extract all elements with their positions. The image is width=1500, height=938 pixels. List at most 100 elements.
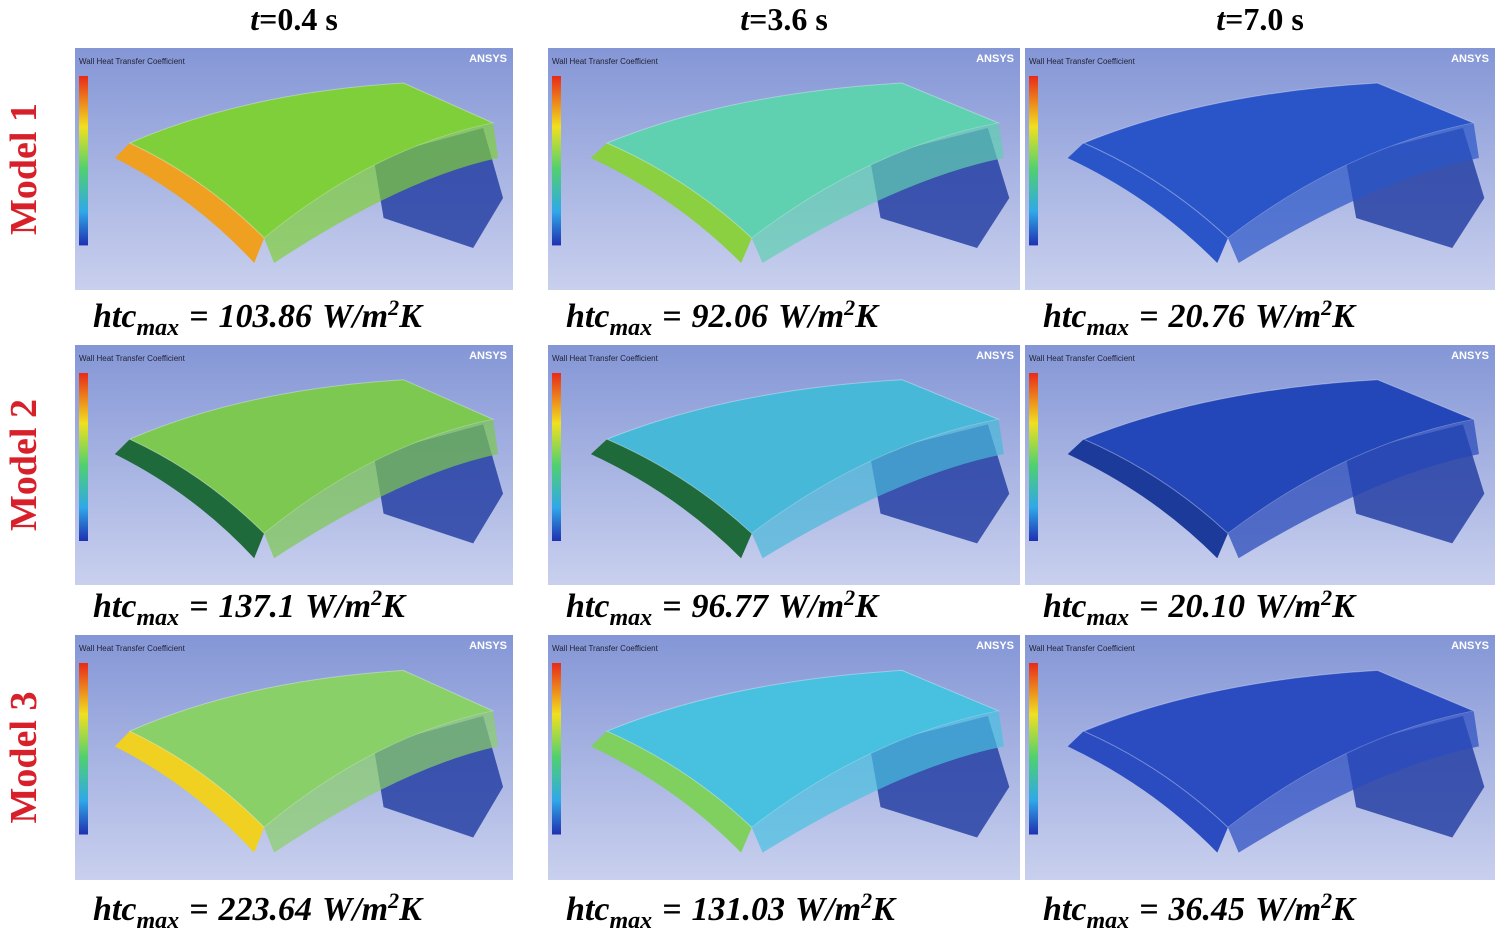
legend-title: Wall Heat Transfer Coefficient xyxy=(552,644,659,653)
unit-end: K xyxy=(398,891,424,928)
unit-end: K xyxy=(1331,588,1357,625)
htc-value: 92.06 xyxy=(692,298,769,335)
brand: ANSYS xyxy=(1451,640,1489,652)
htc-label: htcmax = 96.77 W/m2K xyxy=(566,585,880,631)
symbol: htc xyxy=(1043,891,1086,928)
time-value: =0.4 s xyxy=(259,1,338,37)
column-header: t=0.4 s xyxy=(250,1,338,37)
row-label: Model 1 xyxy=(3,103,45,235)
simulation-panel: Wall Heat Transfer Coefficient ANSYS xyxy=(1025,345,1495,585)
equals: = xyxy=(1139,891,1158,928)
brand: ANSYS xyxy=(469,640,507,652)
row-label: Model 3 xyxy=(3,692,45,824)
htc-label: htcmax = 131.03 W/m2K xyxy=(566,888,897,934)
front-face xyxy=(590,439,752,559)
htc-value: 20.10 xyxy=(1168,588,1246,625)
htc-value: 223.64 xyxy=(218,891,313,928)
front-face xyxy=(1067,143,1228,263)
front-face xyxy=(590,731,752,853)
unit-end: K xyxy=(854,298,880,335)
unit: W/m xyxy=(778,298,844,335)
time-variable: t xyxy=(1216,1,1226,37)
symbol: htc xyxy=(1043,298,1086,335)
unit-end: K xyxy=(381,588,407,625)
side-face xyxy=(751,123,1004,263)
side-face xyxy=(751,710,1004,853)
unit-superscript: 2 xyxy=(843,295,855,320)
simulation-panel: Wall Heat Transfer Coefficient ANSYS xyxy=(1025,48,1495,290)
htc-value: 137.1 xyxy=(219,588,296,625)
color-bar xyxy=(79,663,88,835)
color-bar xyxy=(552,76,561,246)
row-label: Model 2 xyxy=(3,399,45,531)
color-bar xyxy=(79,373,88,541)
htc-value: 103.86 xyxy=(219,298,313,335)
unit-superscript: 2 xyxy=(370,585,382,610)
simulation-panel: Wall Heat Transfer Coefficient ANSYS xyxy=(75,345,513,585)
equals: = xyxy=(189,588,208,625)
legend-title: Wall Heat Transfer Coefficient xyxy=(1029,644,1136,653)
htc-label: htcmax = 223.64 W/m2K xyxy=(93,888,424,934)
front-face xyxy=(590,143,752,263)
legend-title: Wall Heat Transfer Coefficient xyxy=(552,354,659,363)
htc-label: htcmax = 92.06 W/m2K xyxy=(566,295,880,341)
side-face xyxy=(1227,123,1479,263)
brand: ANSYS xyxy=(976,640,1014,652)
symbol-subscript: max xyxy=(609,605,652,631)
time-variable: t xyxy=(250,1,260,37)
unit-end: K xyxy=(1331,298,1357,335)
simulation-panel: Wall Heat Transfer Coefficient ANSYS xyxy=(548,48,1020,290)
unit: W/m xyxy=(1255,298,1321,335)
equals: = xyxy=(189,298,208,335)
unit-superscript: 2 xyxy=(860,888,872,913)
front-face xyxy=(1067,439,1228,559)
color-bar xyxy=(1029,663,1038,835)
brand: ANSYS xyxy=(469,53,507,65)
side-face xyxy=(751,419,1004,559)
unit: W/m xyxy=(322,891,388,928)
equals: = xyxy=(662,891,681,928)
htc-value: 20.76 xyxy=(1168,298,1246,335)
front-face xyxy=(114,143,265,263)
color-bar xyxy=(552,373,561,541)
equals: = xyxy=(1139,298,1158,335)
simulation-panel: Wall Heat Transfer Coefficient ANSYS xyxy=(548,635,1020,880)
symbol-subscript: max xyxy=(1086,908,1129,934)
htc-label: htcmax = 103.86 W/m2K xyxy=(93,295,424,341)
symbol: htc xyxy=(93,588,136,625)
unit-end: K xyxy=(871,891,897,928)
symbol-subscript: max xyxy=(136,315,179,341)
equals: = xyxy=(189,891,208,928)
equals: = xyxy=(662,588,681,625)
symbol: htc xyxy=(1043,588,1086,625)
color-bar xyxy=(79,76,88,246)
side-face xyxy=(1227,710,1479,853)
equals: = xyxy=(1139,588,1158,625)
legend-title: Wall Heat Transfer Coefficient xyxy=(79,354,186,363)
simulation-panel: Wall Heat Transfer Coefficient ANSYS xyxy=(75,635,513,880)
side-face xyxy=(264,710,499,853)
legend-title: Wall Heat Transfer Coefficient xyxy=(1029,354,1136,363)
time-variable: t xyxy=(740,1,750,37)
htc-label: htcmax = 137.1 W/m2K xyxy=(93,585,407,631)
symbol: htc xyxy=(93,891,136,928)
unit: W/m xyxy=(1255,891,1321,928)
color-bar xyxy=(1029,373,1038,541)
symbol-subscript: max xyxy=(609,315,652,341)
brand: ANSYS xyxy=(1451,350,1489,362)
symbol-subscript: max xyxy=(609,908,652,934)
brand: ANSYS xyxy=(1451,53,1489,65)
htc-label: htcmax = 20.76 W/m2K xyxy=(1043,295,1357,341)
column-header: t=3.6 s xyxy=(740,1,828,37)
symbol: htc xyxy=(566,891,609,928)
symbol-subscript: max xyxy=(136,605,179,631)
unit-superscript: 2 xyxy=(843,585,855,610)
symbol: htc xyxy=(566,588,609,625)
unit-superscript: 2 xyxy=(1320,295,1332,320)
color-bar xyxy=(552,663,561,835)
unit-superscript: 2 xyxy=(387,295,399,320)
equals: = xyxy=(662,298,681,335)
brand: ANSYS xyxy=(469,350,507,362)
htc-label: htcmax = 20.10 W/m2K xyxy=(1043,585,1357,631)
